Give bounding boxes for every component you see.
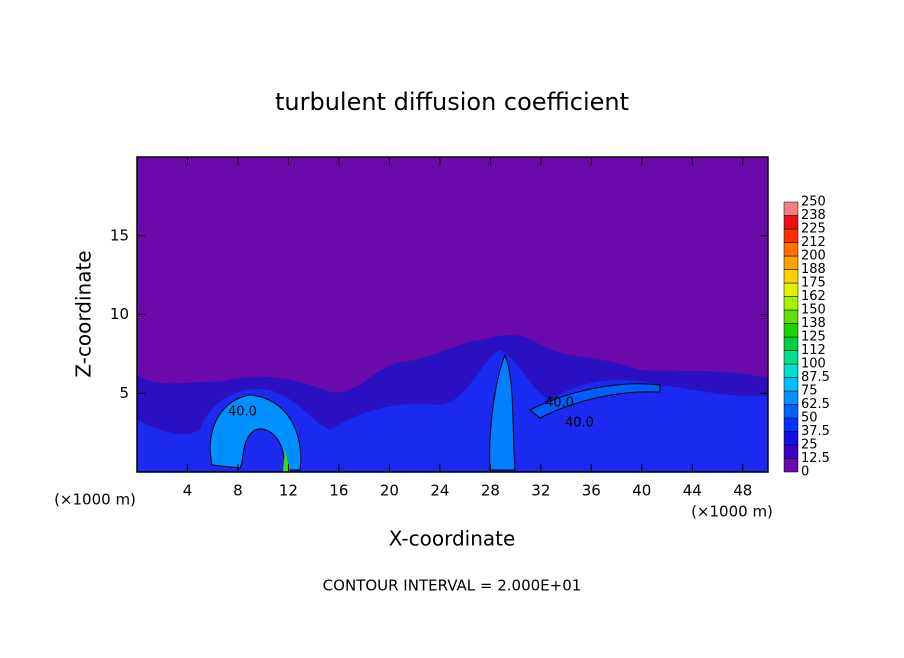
colorbar-label: 37.5 (801, 424, 830, 439)
colorbar-label: 225 (801, 222, 826, 237)
colorbar-swatch (783, 255, 799, 270)
y-tick-label: 15 (110, 226, 129, 244)
x-tick-label: 8 (233, 482, 243, 500)
colorbar-label: 100 (801, 357, 826, 372)
colorbar-label: 125 (801, 330, 826, 345)
colorbar-label: 188 (801, 262, 826, 277)
colorbar-swatch (783, 458, 799, 473)
colorbar-swatch (783, 363, 799, 378)
x-tick-label: 16 (329, 482, 348, 500)
colorbar-swatch (783, 296, 799, 311)
x-unit: (×1000 m) (54, 491, 136, 509)
colorbar-swatch (783, 350, 799, 365)
colorbar-label: 250 (801, 195, 826, 210)
colorbar-swatch (783, 336, 799, 351)
colorbar-label: 62.5 (801, 397, 830, 412)
colorbar-swatch (783, 309, 799, 324)
colorbar-swatch (783, 228, 799, 243)
contour-label: 40.0 (228, 405, 257, 420)
colorbar-label: 75 (801, 384, 818, 399)
x-tick-label: 44 (683, 482, 702, 500)
field-region (529, 383, 661, 419)
colorbar-label: 162 (801, 289, 826, 304)
colorbar-label: 238 (801, 208, 826, 223)
colorbar-swatch (783, 282, 799, 297)
contour-label: 40.0 (565, 416, 594, 431)
y-tick-label: 10 (110, 305, 129, 323)
y-axis-label: Z-coordinate (72, 250, 96, 377)
x-tick-label: 12 (279, 482, 298, 500)
colorbar-swatch (783, 242, 799, 257)
colorbar-swatch (783, 417, 799, 432)
colorbar-swatch (783, 444, 799, 459)
colorbar-swatch (783, 431, 799, 446)
x-tick-label: 32 (531, 482, 550, 500)
x-tick-label: 28 (481, 482, 500, 500)
colorbar-label: 87.5 (801, 370, 830, 385)
colorbar-swatch (783, 323, 799, 338)
field-region (489, 353, 516, 471)
field-region (209, 394, 302, 471)
colorbar-label: 138 (801, 316, 826, 331)
x-tick-label: 20 (380, 482, 399, 500)
x-tick-label: 48 (733, 482, 752, 500)
footnote: CONTOUR INTERVAL = 2.000E+01 (323, 577, 582, 595)
x-tick-label: 40 (632, 482, 651, 500)
colorbar-swatch (783, 201, 799, 216)
colorbar-swatch (783, 390, 799, 405)
x-tick-label: 4 (183, 482, 193, 500)
colorbar-label: 212 (801, 235, 826, 250)
contour-label: 40.0 (545, 396, 574, 411)
colorbar-swatch (783, 404, 799, 419)
x-tick-label: 24 (430, 482, 449, 500)
field (137, 157, 768, 472)
colorbar-label: 50 (801, 411, 818, 426)
colorbar-label: 0 (801, 465, 809, 480)
colorbar-label: 25 (801, 438, 818, 453)
colorbar-label: 200 (801, 249, 826, 264)
colorbar-swatch (783, 269, 799, 284)
colorbar-label: 12.5 (801, 451, 830, 466)
colorbar-swatch (783, 215, 799, 230)
colorbar-label: 175 (801, 276, 826, 291)
colorbar-label: 112 (801, 343, 826, 358)
x-tick-label: 36 (582, 482, 601, 500)
colorbar-swatch (783, 377, 799, 392)
y-tick-label: 5 (119, 384, 129, 402)
x-unit: (×1000 m) (691, 503, 773, 521)
colorbar-label: 150 (801, 303, 826, 318)
chart-title: turbulent diffusion coefficient (275, 88, 629, 116)
x-axis-label: X-coordinate (389, 527, 516, 551)
